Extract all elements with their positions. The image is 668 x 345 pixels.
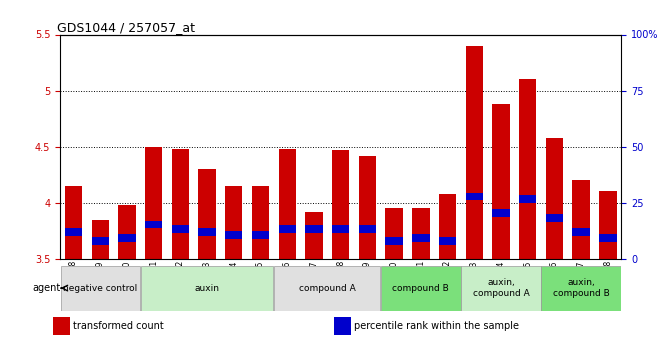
Bar: [118, 205, 136, 259]
Bar: [145, 147, 162, 259]
Bar: [542, 266, 621, 311]
Bar: [172, 225, 189, 233]
Bar: [53, 317, 70, 335]
Bar: [252, 186, 269, 259]
Bar: [225, 186, 242, 259]
Text: auxin,
compound A: auxin, compound A: [473, 278, 529, 298]
Bar: [252, 231, 269, 239]
Bar: [198, 169, 216, 259]
Text: GDS1044 / 257057_at: GDS1044 / 257057_at: [57, 21, 195, 34]
Bar: [492, 104, 510, 259]
Bar: [492, 209, 510, 217]
Bar: [65, 228, 82, 236]
Bar: [519, 79, 536, 259]
Bar: [519, 195, 536, 203]
Text: auxin,
compound B: auxin, compound B: [553, 278, 609, 298]
Text: negative control: negative control: [63, 284, 138, 293]
Bar: [466, 193, 483, 200]
Bar: [546, 214, 563, 222]
Bar: [141, 266, 273, 311]
Bar: [359, 225, 376, 233]
Bar: [359, 156, 376, 259]
Bar: [599, 234, 617, 242]
Bar: [92, 237, 109, 245]
Bar: [305, 212, 323, 259]
Bar: [61, 266, 140, 311]
Bar: [462, 266, 540, 311]
Text: auxin: auxin: [194, 284, 220, 293]
Bar: [279, 149, 296, 259]
Bar: [439, 194, 456, 259]
Bar: [412, 208, 430, 259]
Bar: [275, 266, 380, 311]
Bar: [572, 228, 590, 236]
Bar: [172, 149, 189, 259]
Bar: [332, 150, 349, 259]
Bar: [546, 138, 563, 259]
Bar: [381, 266, 460, 311]
Text: compound A: compound A: [299, 284, 355, 293]
Bar: [279, 225, 296, 233]
Bar: [412, 234, 430, 242]
Bar: [305, 225, 323, 233]
Bar: [92, 219, 109, 259]
Bar: [145, 221, 162, 228]
Bar: [572, 180, 590, 259]
Bar: [65, 186, 82, 259]
Bar: [466, 46, 483, 259]
Text: agent: agent: [33, 283, 61, 293]
Bar: [118, 234, 136, 242]
Bar: [439, 237, 456, 245]
Bar: [385, 208, 403, 259]
Text: transformed count: transformed count: [73, 321, 164, 331]
Bar: [332, 225, 349, 233]
Text: compound B: compound B: [393, 284, 449, 293]
Bar: [599, 191, 617, 259]
Text: percentile rank within the sample: percentile rank within the sample: [354, 321, 519, 331]
Bar: [334, 317, 351, 335]
Bar: [225, 231, 242, 239]
Bar: [198, 228, 216, 236]
Bar: [385, 237, 403, 245]
